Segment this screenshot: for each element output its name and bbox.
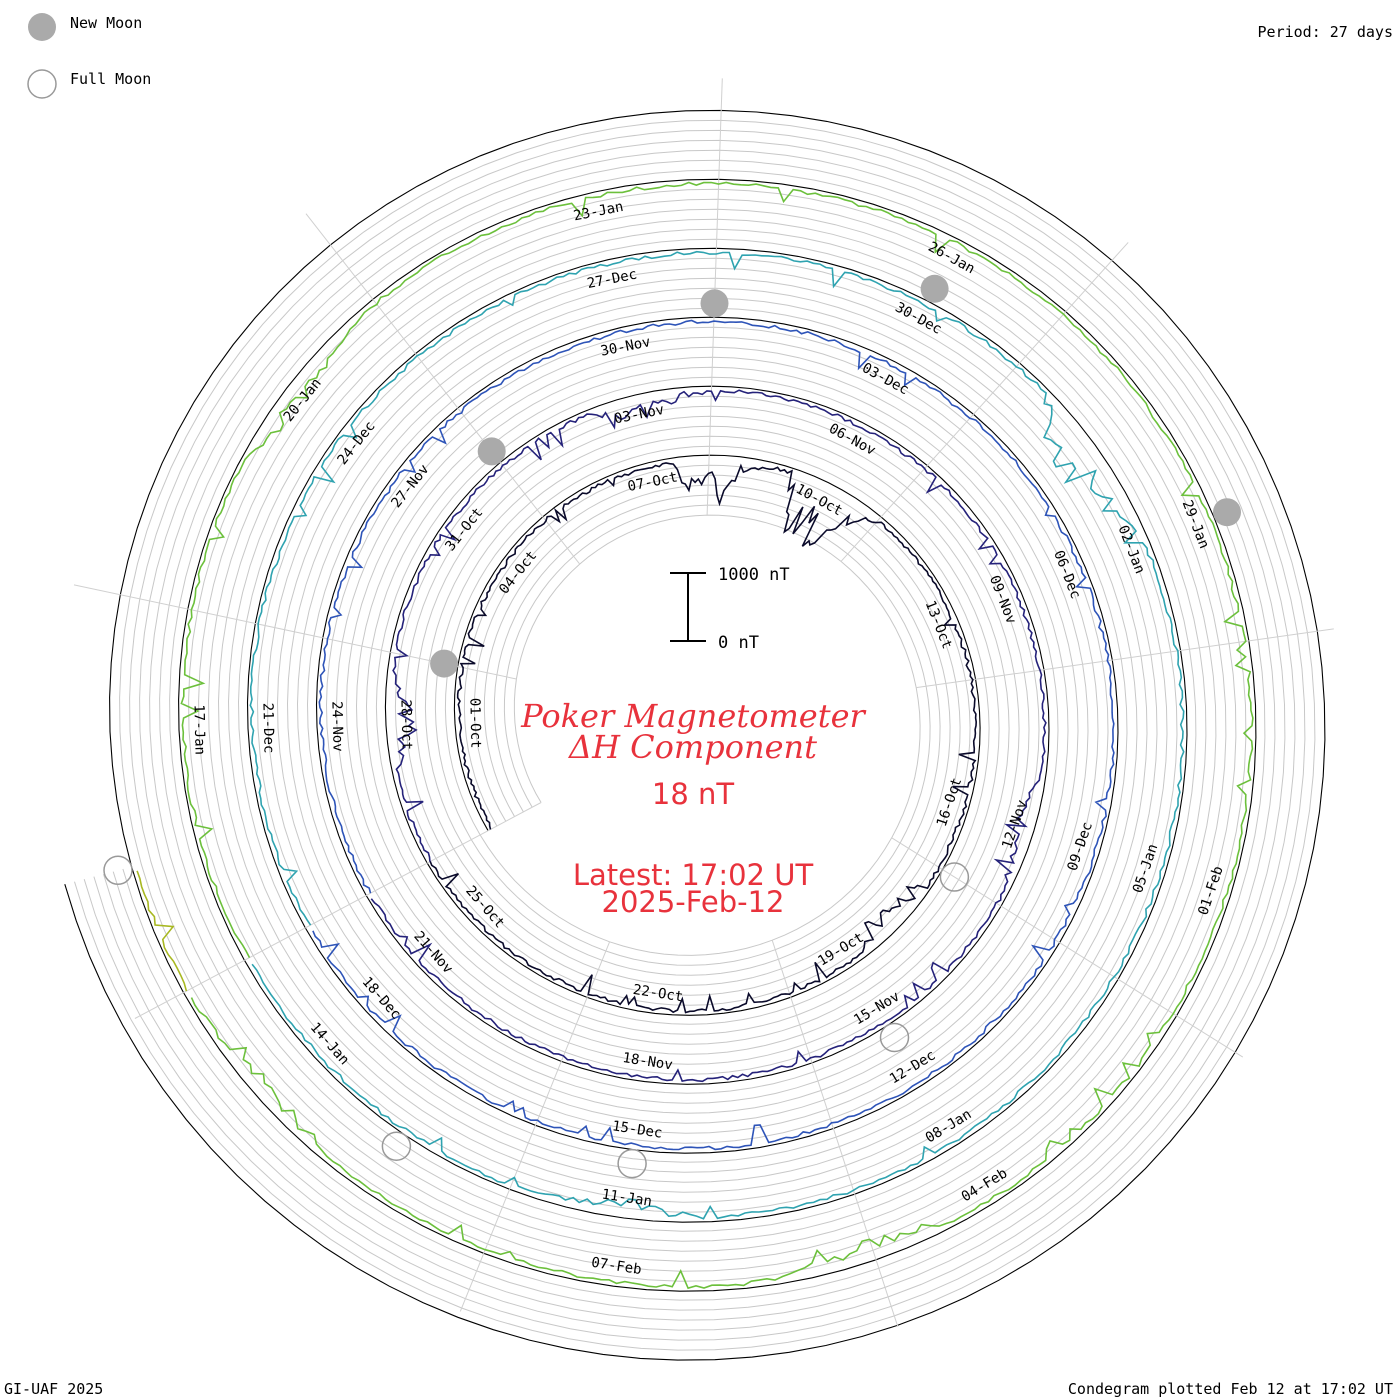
date-label: 29-Jan [1179, 498, 1212, 551]
full-moon-marker [381, 1131, 412, 1161]
day-spoke [891, 837, 1244, 1058]
date-label: 07-Feb [590, 1255, 642, 1278]
chart-subtitle: ΔH Component [567, 728, 817, 766]
full-moon-marker [617, 1148, 647, 1179]
day-spoke [305, 213, 581, 565]
date-label: 18-Dec [359, 974, 404, 1023]
full-moon-legend-icon [27, 69, 57, 99]
trace-rotation-1 [429, 462, 978, 1014]
latest-date: 2025-Feb-12 [602, 885, 785, 919]
footer-plot-time: Condegram plotted Feb 12 at 17:02 UT [1068, 1380, 1393, 1398]
spiral-grid [64, 109, 1326, 1361]
date-label: 22-Oct [632, 982, 684, 1005]
date-label: 24-Nov [328, 701, 345, 752]
full-moon-marker [879, 1022, 910, 1053]
new-moon-marker [700, 289, 729, 318]
new-moon-marker [920, 274, 949, 303]
date-label: 11-Jan [601, 1186, 653, 1209]
day-spoke [459, 941, 611, 1312]
latest-time: Latest: 17:02 UT [573, 858, 814, 892]
date-label: 18-Nov [621, 1050, 673, 1073]
trace-rotation-3 [312, 319, 1115, 1151]
day-spoke [916, 628, 1334, 689]
grid-spiral [83, 129, 1306, 1341]
date-label: 25-Oct [462, 883, 507, 932]
trace-rotation-2 [370, 389, 1047, 1083]
date-label: 21-Dec [259, 703, 276, 754]
baseline-spiral [64, 109, 1326, 1361]
day-spoke [771, 940, 899, 1327]
date-label: 23-Jan [572, 199, 625, 225]
new-moon-legend-label: New Moon [70, 14, 142, 32]
date-label: 28-Oct [397, 699, 414, 750]
full-moon-marker [103, 855, 133, 886]
scale-bar: 1000 nT 0 nT [670, 565, 790, 653]
date-label: 09-Nov [986, 573, 1019, 626]
grid-spiral [122, 169, 1266, 1301]
scale-top-label: 1000 nT [718, 565, 790, 585]
moon-markers [103, 274, 1241, 1179]
new-moon-marker [430, 649, 459, 678]
data-traces [136, 181, 1254, 1290]
trace-rotation-5 [180, 181, 1254, 1290]
trace-rotation-6 [136, 870, 188, 992]
date-label: 27-Dec [586, 266, 639, 292]
date-label: 30-Nov [599, 334, 652, 360]
day-spoke [840, 242, 1129, 562]
scale-bottom-label: 0 nT [718, 633, 759, 653]
date-label: 03-Nov [613, 402, 666, 428]
current-value: 18 nT [652, 777, 734, 811]
new-moon-marker [477, 437, 506, 466]
period-label: Period: 27 days [1258, 23, 1393, 41]
full-moon-marker [939, 862, 970, 892]
date-label: 14-Jan [307, 1020, 352, 1069]
date-label: 17-Jan [190, 704, 207, 755]
date-label: 07-Oct [626, 469, 679, 495]
date-label: 06-Dec [1050, 548, 1083, 601]
chart-title: Poker Magnetometer [520, 697, 866, 735]
grid-spiral [112, 159, 1276, 1311]
day-spokes [73, 78, 1334, 1327]
date-label: 01-Oct [466, 698, 483, 749]
trace-rotation-4 [249, 250, 1185, 1220]
new-moon-legend-icon [28, 13, 56, 41]
date-label: 15-Dec [611, 1118, 663, 1141]
day-spoke [134, 802, 542, 1019]
grid-spiral [103, 149, 1286, 1321]
date-label: 21-Nov [410, 928, 455, 977]
full-moon-legend-label: Full Moon [70, 70, 151, 88]
new-moon-marker [1213, 498, 1241, 527]
grid-spiral [93, 139, 1296, 1331]
footer-credit: GI-UAF 2025 [4, 1380, 103, 1398]
date-label: 02-Jan [1114, 523, 1147, 576]
